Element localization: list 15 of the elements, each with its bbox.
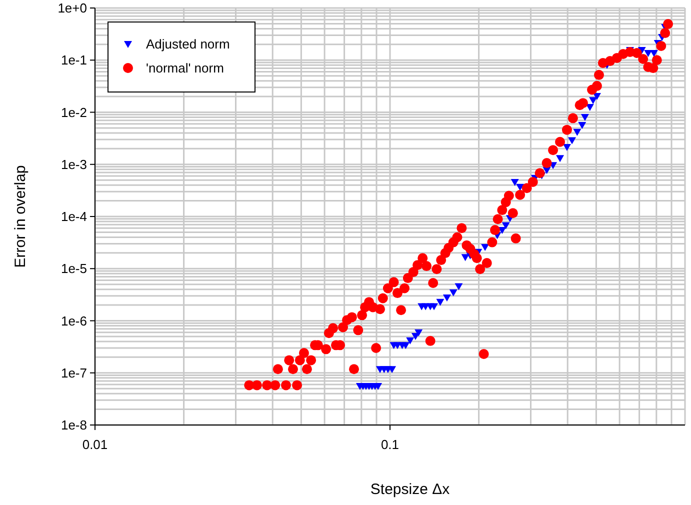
y-axis-title: Error in overlap xyxy=(12,165,29,268)
y-tick-label: 1e+0 xyxy=(58,0,87,16)
y-tick-label: 1e-5 xyxy=(60,261,87,276)
legend-label: Adjusted norm xyxy=(146,36,230,52)
y-tick-label: 1e-1 xyxy=(60,52,87,68)
y-tick-label: 1e-8 xyxy=(60,418,87,433)
y-tick-label: 1e-3 xyxy=(60,156,87,172)
x-axis-title: Stepsize Δx xyxy=(370,481,450,498)
y-tick-label: 1e-7 xyxy=(60,365,87,380)
x-tick-label: 0.01 xyxy=(82,437,108,452)
x-tick-label: 0.1 xyxy=(380,437,400,452)
legend-label: 'normal' norm xyxy=(146,60,224,76)
y-tick-label: 1e-6 xyxy=(60,313,87,328)
y-tick-label: 1e-4 xyxy=(60,209,87,224)
y-tick-label: 1e-2 xyxy=(60,104,87,120)
